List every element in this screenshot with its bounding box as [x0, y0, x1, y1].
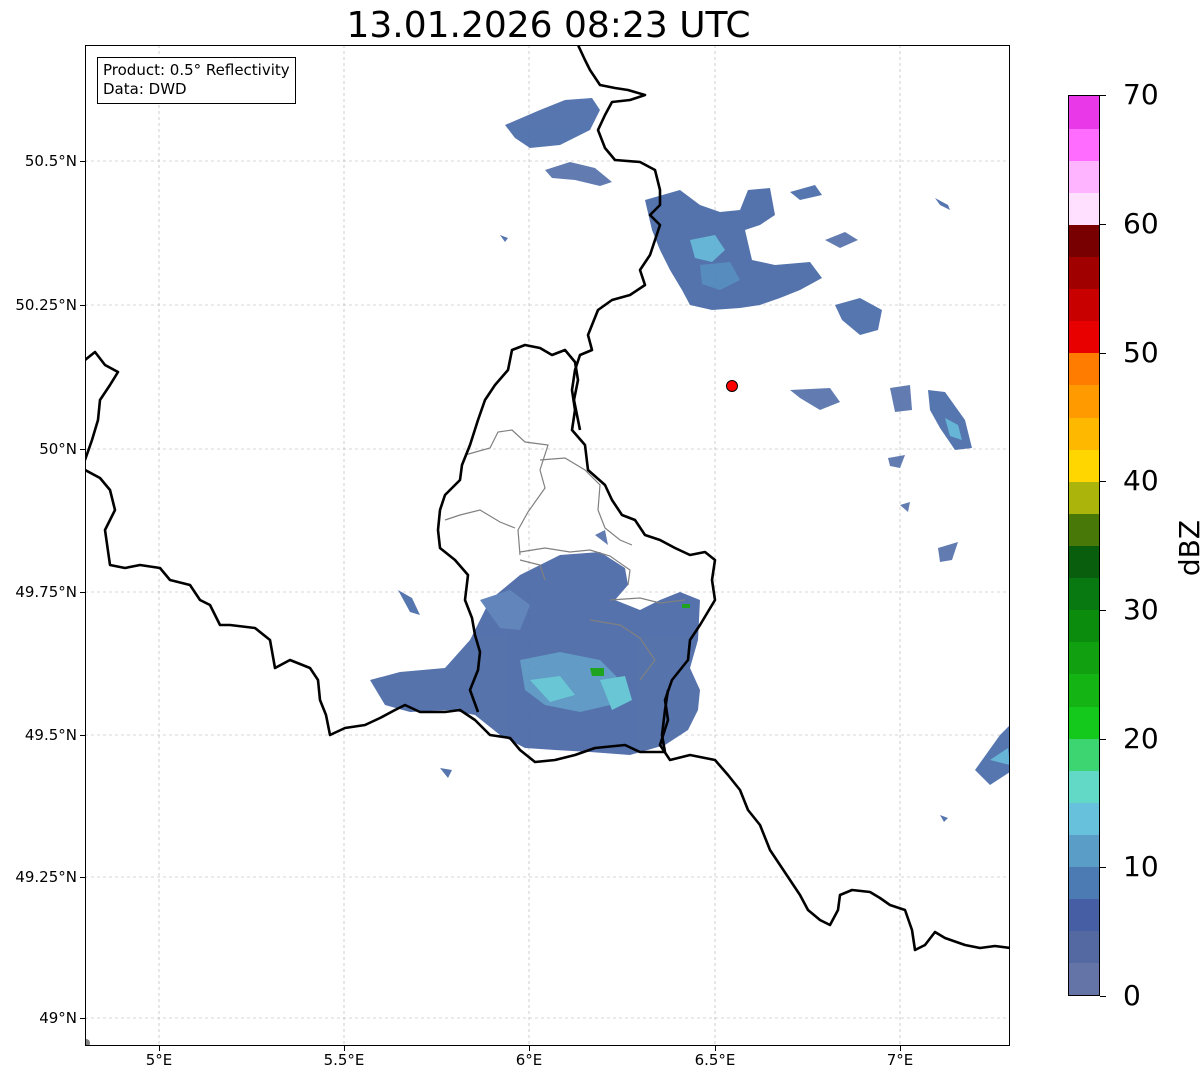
xtick-mark: [529, 1046, 530, 1051]
colorbar-segment: [1069, 866, 1099, 900]
ytick-mark: [80, 1018, 85, 1019]
colorbar-segment: [1069, 320, 1099, 354]
colorbar-tickmark: [1100, 353, 1106, 354]
radar-echoes: [370, 98, 1009, 822]
colorbar-segment: [1069, 930, 1099, 964]
colorbar-segment: [1069, 481, 1099, 514]
colorbar-segment: [1069, 160, 1099, 193]
xtick-mark: [900, 1046, 901, 1051]
ytick-label: 50°N: [39, 440, 77, 458]
colorbar-tickmark: [1100, 739, 1106, 740]
xtick-label: 7°E: [886, 1051, 914, 1069]
colorbar-segment: [1069, 738, 1099, 771]
colorbar-tick-label: 70: [1123, 78, 1159, 111]
national-borders: [86, 46, 1009, 952]
radar-site-marker: [726, 380, 738, 392]
colorbar-segment: [1069, 449, 1099, 482]
colorbar-segment: [1069, 288, 1099, 322]
colorbar-segment: [1069, 802, 1099, 835]
xtick-label: 6°E: [515, 1051, 543, 1069]
ytick-label: 50.25°N: [15, 296, 77, 314]
colorbar-tickmark: [1100, 867, 1106, 868]
colorbar-tickmark: [1100, 224, 1106, 225]
ytick-mark: [80, 592, 85, 593]
colorbar-segment: [1069, 417, 1099, 450]
colorbar-tick-label: 60: [1123, 207, 1159, 240]
colorbar-segment: [1069, 834, 1099, 868]
ytick-label: 50.5°N: [24, 152, 77, 170]
product-label: Product: 0.5° Reflectivity: [103, 61, 290, 79]
colorbar-tick-label: 0: [1123, 979, 1141, 1012]
colorbar-segment: [1069, 256, 1099, 290]
colorbar-segment: [1069, 545, 1099, 579]
ytick-label: 49.75°N: [15, 583, 77, 601]
colorbar-segment: [1069, 770, 1099, 803]
admin-borders: [444, 429, 686, 681]
ytick-mark: [80, 161, 85, 162]
colorbar-segment: [1069, 128, 1099, 161]
radar-map[interactable]: [85, 45, 1010, 1046]
data-source-label: Data: DWD: [103, 80, 187, 98]
xtick-label: 6.5°E: [694, 1051, 736, 1069]
xtick-label: 5°E: [145, 1051, 173, 1069]
dbz-colorbar: [1068, 95, 1100, 996]
colorbar-tick-label: 50: [1123, 336, 1159, 369]
colorbar-tickmark: [1100, 996, 1106, 997]
colorbar-segment: [1069, 577, 1099, 611]
xtick-label: 5.5°E: [323, 1051, 365, 1069]
colorbar-segment: [1069, 96, 1099, 129]
colorbar-tickmark: [1100, 95, 1106, 96]
xtick-mark: [344, 1046, 345, 1051]
xtick-mark: [715, 1046, 716, 1051]
xtick-mark: [159, 1046, 160, 1051]
map-canvas: [86, 46, 1009, 1045]
colorbar-segment: [1069, 224, 1099, 258]
ytick-mark: [80, 877, 85, 878]
ytick-label: 49.25°N: [15, 868, 77, 886]
colorbar-segment: [1069, 352, 1099, 386]
colorbar-tick-label: 40: [1123, 464, 1159, 497]
colorbar-tick-label: 30: [1123, 593, 1159, 626]
colorbar-segment: [1069, 384, 1099, 418]
colorbar-segment: [1069, 609, 1099, 643]
ytick-mark: [80, 449, 85, 450]
colorbar-segment: [1069, 192, 1099, 225]
ytick-mark: [80, 305, 85, 306]
map-gridlines: [86, 46, 1009, 1045]
colorbar-tickmark: [1100, 481, 1106, 482]
colorbar-tick-label: 10: [1123, 850, 1159, 883]
colorbar-segment: [1069, 513, 1099, 546]
product-info-box: Product: 0.5° Reflectivity Data: DWD: [97, 57, 296, 104]
map-title: 13.01.2026 08:23 UTC: [346, 5, 751, 46]
colorbar-tick-label: 20: [1123, 722, 1159, 755]
ytick-mark: [80, 735, 85, 736]
colorbar-label: dBZ: [1173, 519, 1202, 577]
colorbar-segment: [1069, 673, 1099, 707]
corner-marker: [86, 1039, 90, 1045]
colorbar-segment: [1069, 706, 1099, 739]
ytick-label: 49.5°N: [24, 726, 77, 744]
colorbar-segment: [1069, 898, 1099, 932]
colorbar-segment: [1069, 641, 1099, 675]
colorbar-tickmark: [1100, 610, 1106, 611]
ytick-label: 49°N: [39, 1009, 77, 1027]
colorbar-segment: [1069, 962, 1099, 995]
